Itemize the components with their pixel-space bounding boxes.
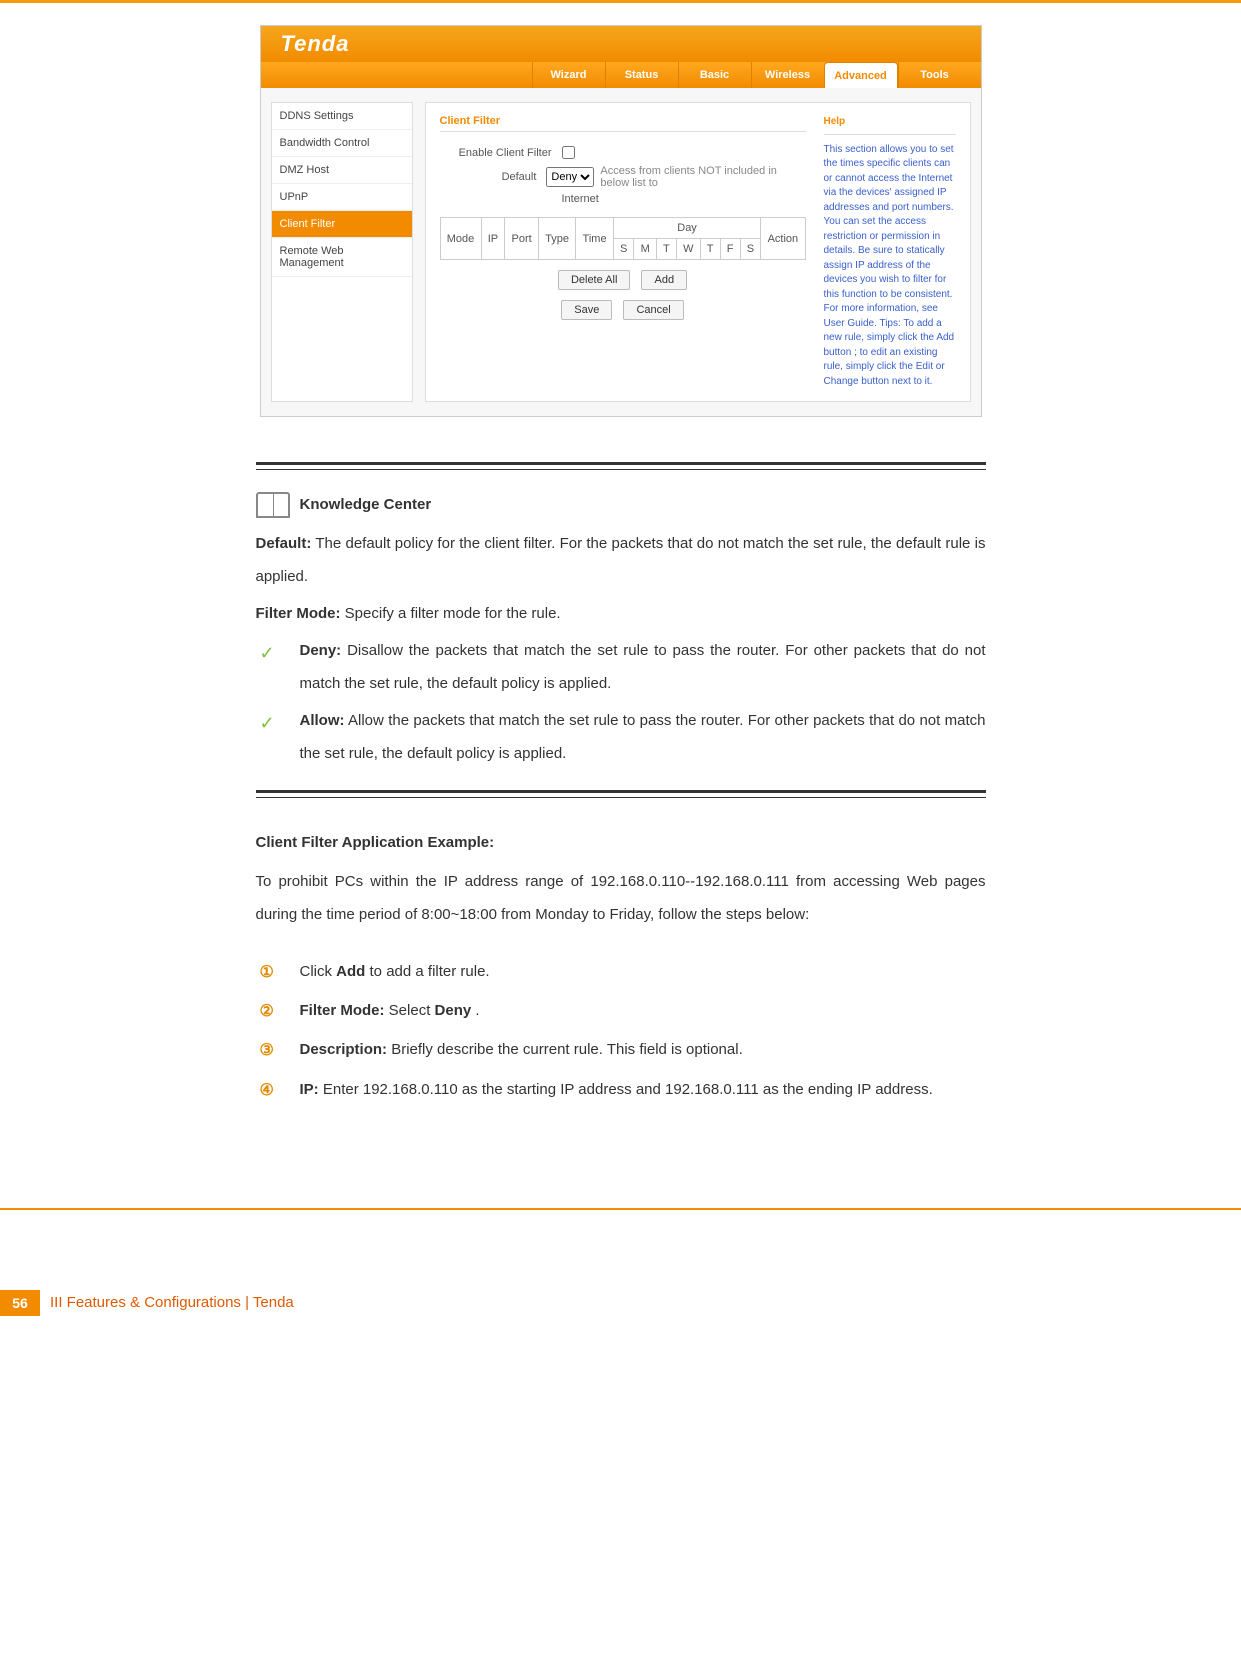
default-below-text: Internet [562,193,806,205]
sidebar-item-dmz[interactable]: DMZ Host [272,157,412,184]
allow-term: Allow: [300,712,345,729]
circled-3-icon: ③ [256,1033,300,1068]
router-header: Tenda [261,26,981,62]
nav-tab-basic[interactable]: Basic [678,62,751,88]
cancel-button[interactable]: Cancel [623,300,683,320]
th-time: Time [576,218,614,260]
th-day-w: W [676,239,700,260]
default-select[interactable]: Deny [546,167,594,187]
th-day-t1: T [656,239,676,260]
step2-dot: . [475,1002,479,1019]
router-screenshot: Tenda Wizard Status Basic Wireless Advan… [260,25,982,417]
th-port: Port [505,218,539,260]
step1-post: to add a filter rule. [370,963,490,980]
th-day-f: F [720,239,740,260]
help-body: This section allows you to set the times… [824,143,956,390]
th-mode: Mode [440,218,481,260]
page-footer: 56 III Features & Configurations | Tenda [0,1290,1241,1316]
step4-label: IP: [300,1081,319,1098]
deny-desc: Disallow the packets that match the set … [300,642,986,692]
th-day-t2: T [700,239,720,260]
doc-content: Knowledge Center Default: The default po… [256,462,986,1108]
circled-1-icon: ① [256,955,300,990]
default-desc: The default policy for the client filter… [256,535,986,585]
kc-heading: Knowledge Center [300,488,432,521]
sidebar-item-upnp[interactable]: UPnP [272,184,412,211]
main-panel: Client Filter Enable Client Filter Defau… [425,102,971,402]
footer-text: III Features & Configurations | Tenda [50,1294,294,1311]
nav-tab-tools[interactable]: Tools [898,62,971,88]
example-heading: Client Filter Application Example: [256,826,986,859]
save-button[interactable]: Save [561,300,612,320]
filter-mode-desc: Specify a filter mode for the rule. [345,605,561,622]
nav-tab-wireless[interactable]: Wireless [751,62,824,88]
step2-deny: Deny [435,1002,472,1019]
th-action: Action [761,218,805,260]
delete-all-button[interactable]: Delete All [558,270,630,290]
step1-pre: Click [300,963,337,980]
router-nav: Wizard Status Basic Wireless Advanced To… [261,62,981,88]
th-ip: IP [481,218,505,260]
circled-2-icon: ② [256,994,300,1029]
deny-term: Deny: [300,642,342,659]
th-day-s1: S [613,239,634,260]
default-after-text: Access from clients NOT included in belo… [600,165,805,189]
book-icon [256,492,290,518]
filter-mode-term: Filter Mode: [256,605,341,622]
step2-mid: Select [389,1002,435,1019]
brand-logo: Tenda [281,31,350,57]
sidebar-item-remote[interactable]: Remote Web Management [272,238,412,277]
step3-label: Description: [300,1041,388,1058]
allow-desc: Allow the packets that match the set rul… [300,712,986,762]
step1-bold: Add [336,963,365,980]
example-intro: To prohibit PCs within the IP address ra… [256,865,986,931]
th-day-m: M [634,239,656,260]
panel-title: Client Filter [440,115,806,132]
sidebar-item-bandwidth[interactable]: Bandwidth Control [272,130,412,157]
page-number: 56 [0,1290,40,1316]
sidebar-item-ddns[interactable]: DDNS Settings [272,103,412,130]
help-panel: Help This section allows you to set the … [824,115,956,389]
nav-tab-wizard[interactable]: Wizard [532,62,605,88]
sidebar-item-client-filter[interactable]: Client Filter [272,211,412,238]
step2-label: Filter Mode: [300,1002,385,1019]
enable-label: Enable Client Filter [440,147,562,159]
th-type: Type [538,218,575,260]
sidebar: DDNS Settings Bandwidth Control DMZ Host… [271,102,413,402]
th-day-s2: S [740,239,761,260]
circled-4-icon: ④ [256,1073,300,1108]
enable-checkbox[interactable] [562,146,575,159]
filter-table: Mode IP Port Type Time Day Action S M T [440,217,806,260]
nav-tab-advanced[interactable]: Advanced [824,62,898,88]
step3-text: Briefly describe the current rule. This … [391,1041,743,1058]
check-icon: ✓ [256,634,300,700]
nav-tab-status[interactable]: Status [605,62,678,88]
default-label: Default [440,171,547,183]
default-term: Default: [256,535,312,552]
add-button[interactable]: Add [641,270,687,290]
th-day: Day [613,218,760,239]
step4-text: Enter 192.168.0.110 as the starting IP a… [323,1081,933,1098]
check-icon: ✓ [256,704,300,770]
help-title: Help [824,115,956,135]
